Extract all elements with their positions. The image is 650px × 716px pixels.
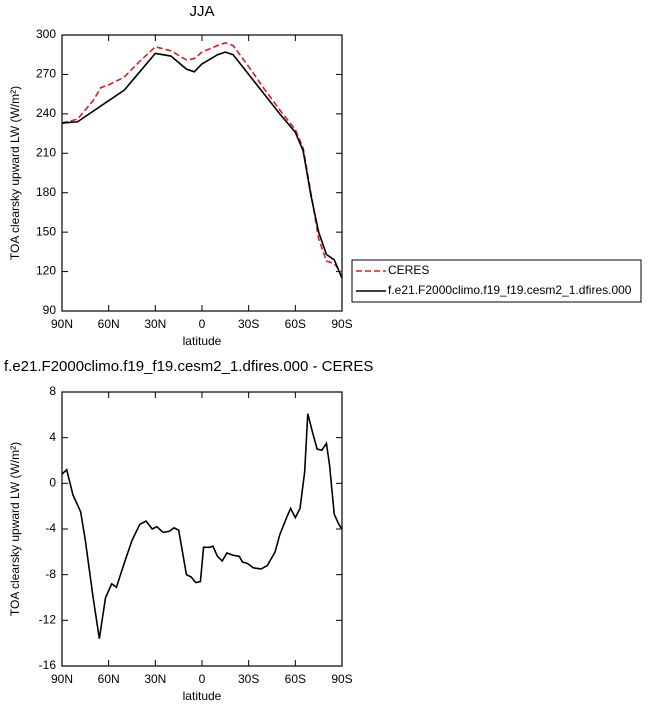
y-tick-label: 8	[49, 384, 56, 398]
y-tick-label: -8	[45, 567, 56, 581]
x-tick-label: 0	[199, 672, 206, 686]
y-tick-label: -16	[39, 658, 57, 672]
x-tick-label: 90N	[51, 317, 73, 331]
y-tick-label: 90	[43, 303, 57, 317]
x-tick-label: 30N	[144, 672, 166, 686]
y-tick-label: 120	[36, 264, 56, 278]
y-tick-label: 210	[36, 145, 56, 159]
chart-title: JJA	[189, 3, 214, 20]
y-tick-label: 240	[36, 106, 56, 120]
plot-frame	[61, 391, 343, 667]
x-tick-label: 60N	[98, 317, 120, 331]
y-axis-label: TOA clearsky upward LW (W/m²)	[8, 442, 22, 616]
y-tick-label: 270	[36, 67, 56, 81]
legend-label: CERES	[388, 263, 429, 277]
chart-title: f.e21.F2000climo.f19_f19.cesm2_1.dfires.…	[4, 358, 373, 375]
x-tick-label: 90S	[331, 672, 352, 686]
y-tick-label: 4	[49, 430, 56, 444]
x-tick-label: 90S	[331, 317, 352, 331]
x-tick-label: 90N	[51, 672, 73, 686]
x-tick-label: 60S	[285, 317, 306, 331]
series-line	[61, 51, 343, 279]
y-tick-label: 300	[36, 27, 56, 41]
y-tick-label: 180	[36, 185, 56, 199]
legend-box	[351, 259, 642, 303]
y-tick-label: 0	[49, 476, 56, 490]
x-tick-label: 30N	[144, 317, 166, 331]
x-tick-label: 30S	[238, 672, 259, 686]
series-line	[61, 42, 343, 274]
x-tick-label: 30S	[238, 317, 259, 331]
y-tick-label: -12	[39, 613, 57, 627]
y-tick-label: 150	[36, 224, 56, 238]
series-line	[61, 413, 343, 639]
x-tick-label: 60S	[285, 672, 306, 686]
y-axis-label: TOA clearsky upward LW (W/m²)	[8, 86, 22, 260]
x-tick-label: 60N	[98, 672, 120, 686]
x-tick-label: 0	[199, 317, 206, 331]
x-axis-label: latitude	[183, 334, 222, 348]
plot-frame	[61, 34, 343, 312]
x-axis-label: latitude	[183, 689, 222, 703]
legend-label: f.e21.F2000climo.f19_f19.cesm2_1.dfires.…	[388, 283, 632, 297]
y-tick-label: -4	[45, 521, 56, 535]
